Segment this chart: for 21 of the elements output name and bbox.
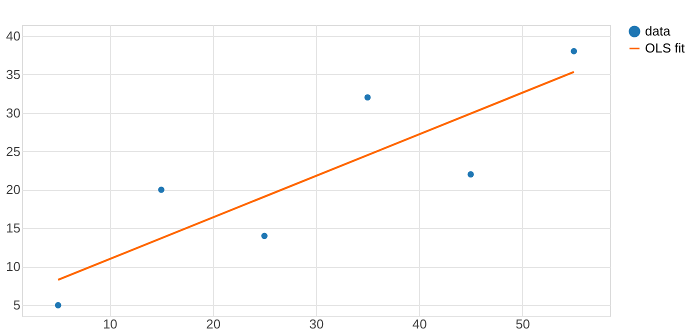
y-tick-label: 15	[6, 220, 20, 236]
point	[364, 94, 371, 101]
y-tick-label: 25	[6, 144, 20, 159]
point	[54, 302, 62, 308]
y-tick-label: 10	[6, 259, 20, 274]
y-tick-label: 30	[6, 105, 20, 120]
x-tick-label: 40	[412, 316, 427, 332]
y-tick-label: 20	[6, 182, 20, 198]
y-tick-label: 35	[6, 66, 20, 82]
x-tick-label: 10	[102, 316, 118, 332]
point	[261, 232, 268, 240]
y-tick-label: 40	[6, 28, 20, 44]
legend-label: OLS fit	[645, 40, 686, 56]
x-tick-label: 30	[309, 316, 324, 332]
point	[570, 48, 578, 54]
x-tick-label: 50	[516, 316, 530, 332]
point	[468, 171, 474, 178]
x-tick-label: 20	[206, 316, 221, 332]
point	[158, 186, 164, 193]
y-tick-label: 5	[13, 298, 20, 313]
legend-label: data	[645, 24, 672, 38]
